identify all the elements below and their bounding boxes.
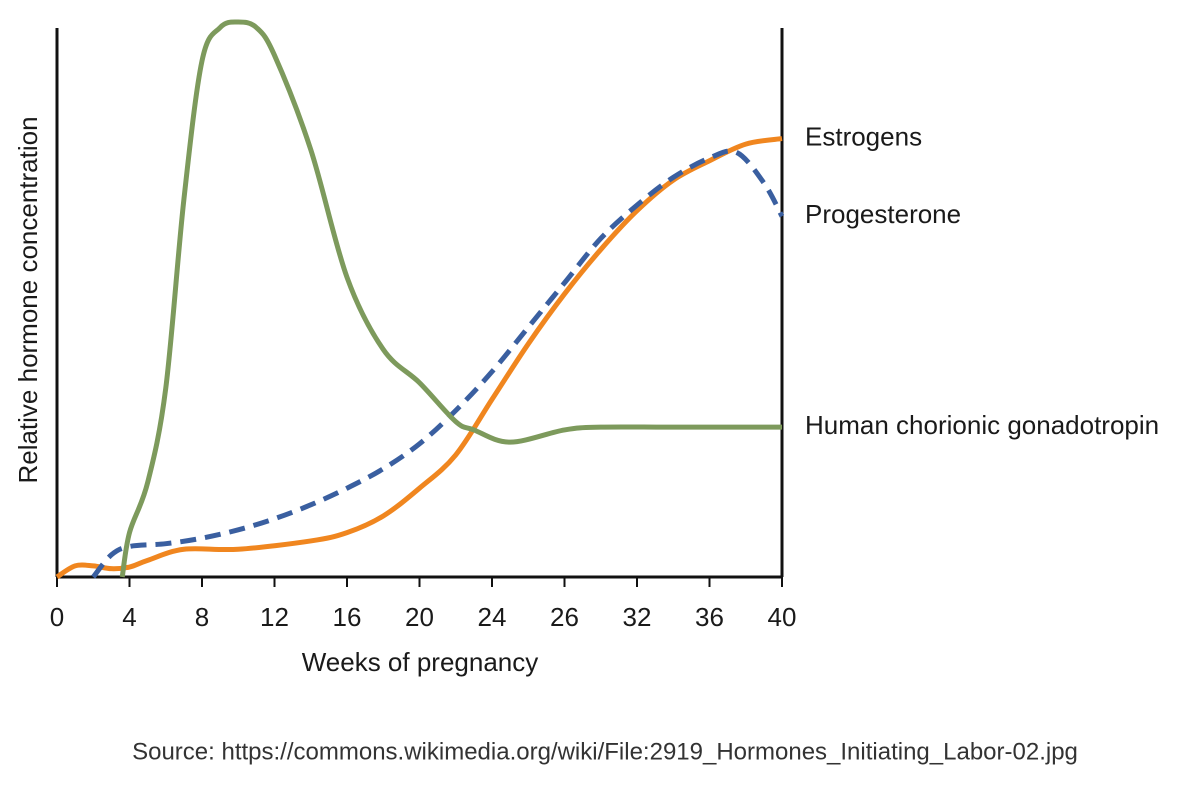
x-tick-label: 26 <box>550 602 579 632</box>
x-tick-label: 8 <box>195 602 209 632</box>
x-tick-label: 40 <box>768 602 797 632</box>
x-tick-label: 24 <box>478 602 507 632</box>
x-axis-label: Weeks of pregnancy <box>302 647 539 677</box>
x-tick-label: 16 <box>333 602 362 632</box>
series-label: Human chorionic gonadotropin <box>805 410 1159 440</box>
series-line <box>55 136 783 580</box>
x-tick-label: 32 <box>623 602 652 632</box>
y-axis-label: Relative hormone concentration <box>13 116 43 483</box>
x-tick-label: 0 <box>50 602 64 632</box>
series-label: Estrogens <box>805 121 922 151</box>
x-tick-label: 36 <box>695 602 724 632</box>
series-line <box>119 19 782 578</box>
x-tick-label: 4 <box>122 602 136 632</box>
x-tick-label: 20 <box>405 602 434 632</box>
series-label: Progesterone <box>805 199 961 229</box>
x-tick-label: 12 <box>260 602 289 632</box>
source-note: Source: https://commons.wikimedia.org/wi… <box>132 738 1078 765</box>
series-line <box>91 148 785 579</box>
